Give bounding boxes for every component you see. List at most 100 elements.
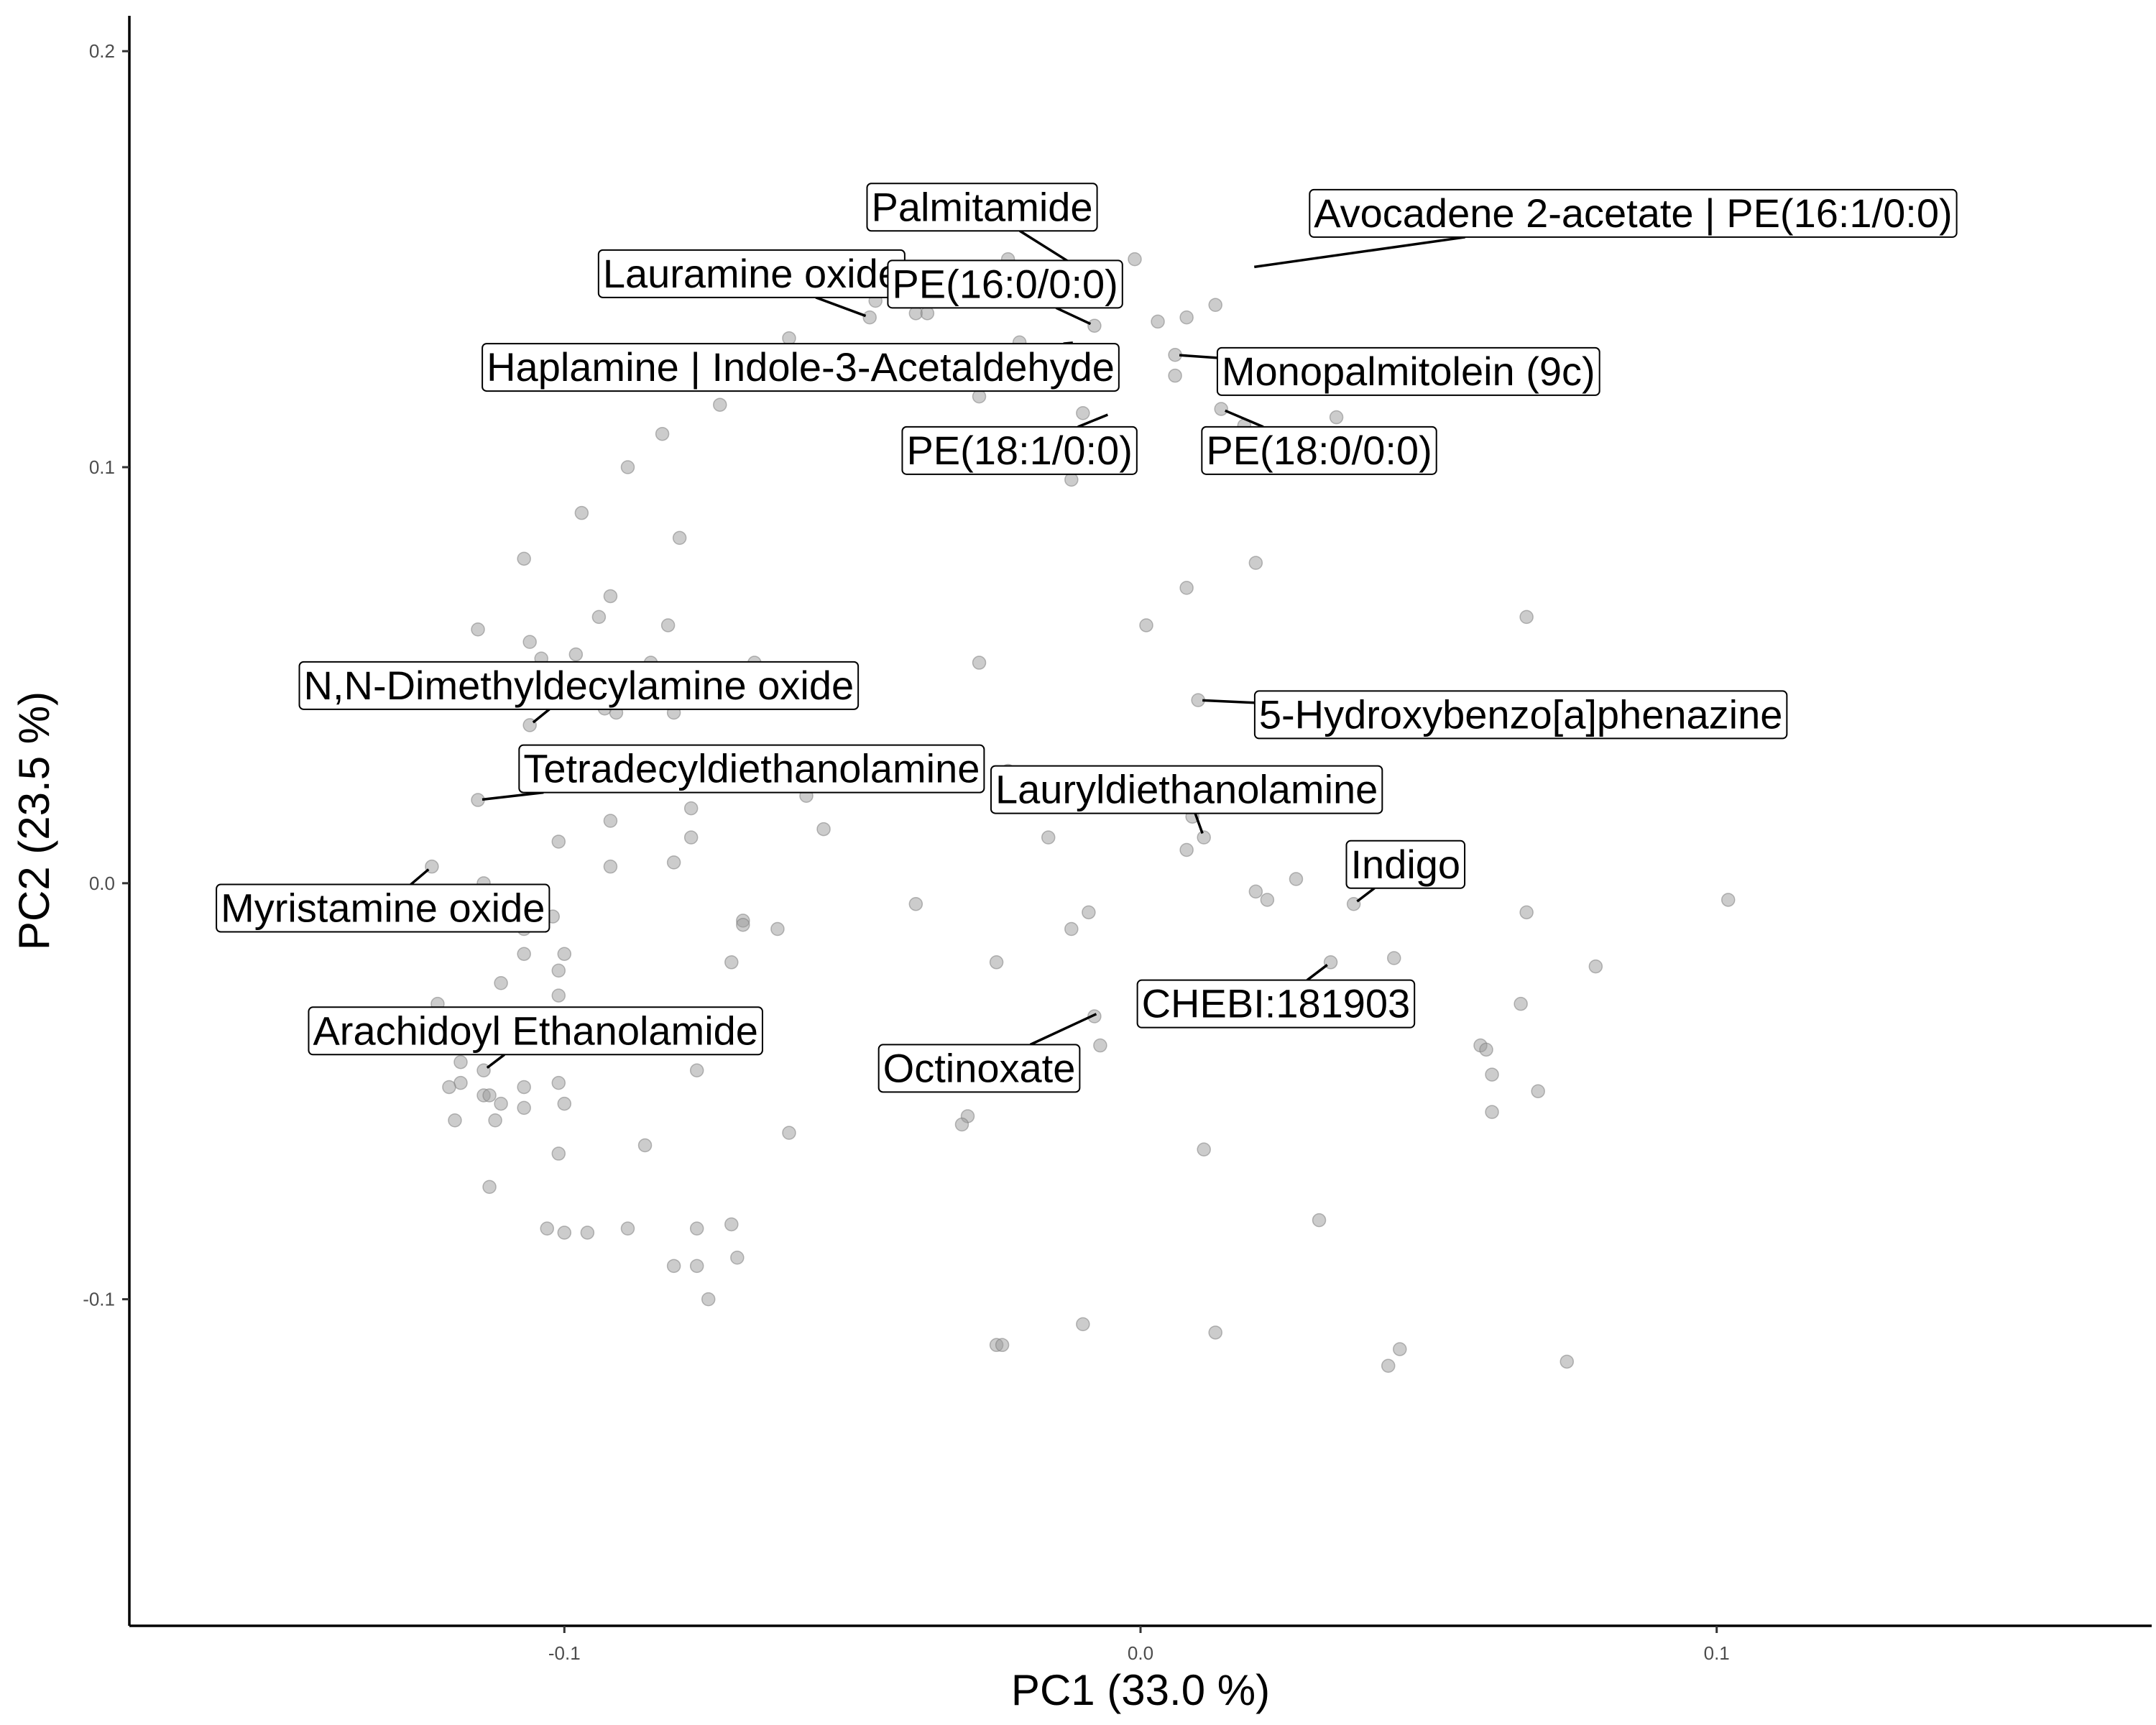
annotation-box	[877, 1044, 1081, 1093]
data-point	[1479, 1042, 1493, 1057]
data-point	[816, 822, 831, 837]
data-point	[683, 801, 699, 816]
data-point	[1531, 1084, 1545, 1098]
annotation-box	[1201, 426, 1437, 475]
data-point	[724, 955, 739, 970]
data-point	[1519, 610, 1534, 625]
annotation-box	[1253, 690, 1788, 740]
data-point	[1064, 472, 1079, 487]
data-point	[591, 610, 607, 625]
annotation-label: Lauryldiethanolamine	[990, 765, 1383, 814]
data-point	[920, 306, 935, 321]
data-point	[972, 656, 987, 670]
data-point	[471, 622, 485, 637]
annotation-text: PE(18:1/0:0)	[906, 428, 1132, 473]
data-point	[1076, 1317, 1090, 1332]
data-point	[453, 1054, 468, 1070]
leader-line	[486, 1053, 505, 1070]
leader-line	[815, 296, 867, 318]
data-point	[557, 1225, 572, 1240]
annotation-label: Monopalmitolein (9c)	[1216, 346, 1600, 396]
annotation-text: Avocadene 2-acetate | PE(16:1/0:0)	[1314, 190, 1952, 236]
data-point	[1197, 1142, 1211, 1157]
data-point	[551, 1075, 566, 1090]
annotation-box	[1216, 346, 1600, 396]
data-point	[1393, 1342, 1407, 1356]
data-point	[551, 988, 566, 1003]
data-point	[1139, 618, 1153, 632]
data-point	[1064, 921, 1079, 937]
data-point	[1087, 318, 1102, 333]
data-point	[494, 1096, 508, 1111]
data-point	[995, 1338, 1010, 1353]
annotation-label: Palmitamide	[866, 183, 1098, 232]
x-axis-title: PC1 (33.0 %)	[1011, 1666, 1270, 1714]
data-point	[736, 917, 750, 932]
data-point	[989, 955, 1004, 970]
annotation-label: Avocadene 2-acetate | PE(16:1/0:0)	[1309, 188, 1958, 238]
data-point	[1151, 314, 1165, 329]
data-point	[1076, 406, 1090, 420]
annotation-box	[901, 426, 1138, 475]
data-point	[1329, 410, 1344, 425]
leader-line	[1077, 413, 1109, 428]
data-point	[1560, 1354, 1575, 1369]
annotation-box	[1345, 840, 1466, 889]
y-tick-label: 0.2	[89, 40, 115, 62]
data-point	[448, 1113, 462, 1128]
data-point	[1168, 368, 1182, 383]
leader-line	[1306, 964, 1328, 982]
annotation-box	[216, 883, 550, 933]
leader-line	[1254, 236, 1465, 269]
annotation-box	[887, 259, 1123, 309]
data-point	[580, 1225, 595, 1240]
leader-line	[1055, 306, 1092, 326]
annotation-label: N,N-Dimethyldecylamine oxide	[298, 661, 860, 710]
data-point	[1519, 905, 1534, 920]
annotation-label: PE(18:0/0:0)	[1201, 426, 1437, 475]
annotation-text: Arachidoyl Ethanolamide	[313, 1008, 757, 1053]
data-point	[637, 1138, 653, 1153]
data-point	[551, 963, 566, 978]
data-point	[603, 859, 618, 874]
annotation-box	[518, 744, 985, 794]
annotation-box	[298, 661, 860, 710]
annotation-text: CHEBI:181903	[1142, 981, 1411, 1026]
data-point	[908, 897, 923, 911]
data-point	[482, 1179, 497, 1195]
annotation-text: N,N-Dimethyldecylamine oxide	[304, 663, 854, 708]
annotation-label: Haplamine | Indole-3-Acetaldehyde	[482, 343, 1120, 392]
annotation-label: Lauramine oxide	[597, 249, 906, 298]
data-point	[517, 1080, 531, 1095]
x-ticks: -0.1 0.0 0.1	[548, 1626, 1730, 1664]
leader-line	[1202, 699, 1255, 704]
data-point	[517, 1100, 531, 1116]
data-point	[666, 855, 681, 870]
data-point	[1720, 893, 1736, 907]
data-point	[701, 1292, 716, 1307]
annotation-text: Lauramine oxide	[603, 251, 900, 296]
data-point	[782, 1126, 796, 1140]
annotation-label: Octinoxate	[877, 1044, 1081, 1093]
annotation-label: 5-Hydroxybenzo[a]phenazine	[1253, 690, 1788, 740]
annotation-box	[990, 765, 1383, 814]
annotation-label: Tetradecyldiethanolamine	[518, 744, 985, 794]
x-tick-label: -0.1	[548, 1642, 581, 1664]
data-point	[1248, 884, 1263, 899]
annotation-label: Myristamine oxide	[216, 883, 550, 933]
data-point	[1260, 893, 1275, 907]
x-tick-label: 0.1	[1704, 1642, 1730, 1664]
annotation-text: PE(18:0/0:0)	[1206, 428, 1432, 473]
data-point	[522, 635, 537, 649]
leader-line	[532, 708, 550, 724]
annotation-box	[308, 1006, 763, 1056]
data-point	[1208, 298, 1222, 313]
data-point	[1381, 1358, 1396, 1373]
leader-line	[1179, 354, 1218, 359]
data-point	[1312, 1213, 1327, 1228]
leader-line	[1019, 229, 1069, 262]
data-point	[1588, 959, 1603, 974]
annotation-box	[866, 183, 1098, 232]
data-point	[1197, 830, 1211, 845]
